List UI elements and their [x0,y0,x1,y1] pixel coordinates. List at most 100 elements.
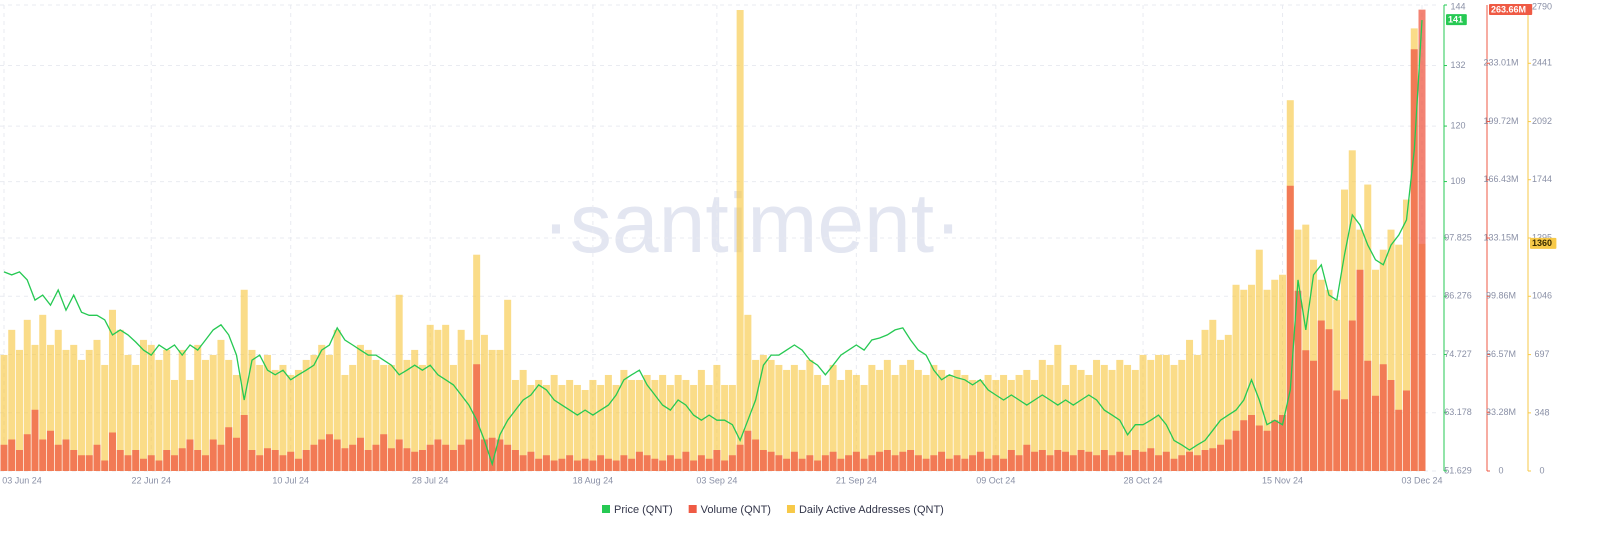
bar [1124,455,1132,471]
x-tick-label: 09 Oct 24 [976,475,1015,485]
x-tick-label: 03 Jun 24 [2,475,42,485]
bar [116,450,124,471]
bar [1286,185,1294,471]
bar [1015,374,1023,471]
bar [744,314,752,471]
bar [938,451,946,471]
bar [1232,430,1240,471]
bar [1279,274,1287,471]
bar [155,460,163,471]
y-tick-label: 63.178 [1444,407,1472,417]
bar [1155,455,1163,471]
bar [372,444,380,471]
bar [163,349,171,471]
bar [930,455,938,471]
bar [798,369,806,471]
legend-swatch [688,505,697,513]
price-line [3,20,1423,467]
bar [0,354,8,471]
bar [504,444,512,471]
bar [651,379,659,471]
bar [201,455,209,471]
bar [604,374,612,471]
bar [1240,289,1248,471]
y-tick-label: 66.57M [1486,349,1516,359]
y-tick-label: 199.72M [1483,116,1518,126]
bar [147,455,155,471]
bar [364,450,372,471]
bar [147,344,155,471]
bar [612,460,620,471]
bar [1379,249,1387,471]
bar [465,439,473,471]
y-tick-label: 51.629 [1444,465,1472,475]
bar [628,458,636,471]
bar [194,450,202,471]
watermark: ·santiment· [542,176,962,270]
y-tick-label: 0 [1498,465,1503,475]
bar [403,448,411,471]
x-tick-label: 18 Aug 24 [573,475,614,485]
y-tick-label: 120 [1450,120,1465,130]
bar [62,349,70,471]
bar [1294,290,1302,471]
bar [883,359,891,471]
bar [1255,249,1263,471]
bar [232,437,240,471]
bar [263,354,271,471]
bar [535,379,543,471]
bar [550,460,558,471]
x-tick-label: 22 Jun 24 [131,475,171,485]
bar [449,450,457,471]
bar [674,458,682,471]
bar [349,364,357,471]
bar [449,364,457,471]
bar [15,450,23,471]
bar [217,444,225,471]
bar [310,354,318,471]
bar [341,374,349,471]
bar [1224,334,1232,471]
bar [1077,450,1085,471]
legend-swatch [786,505,795,513]
bar [54,329,62,471]
bar [643,455,651,471]
bar [1372,269,1380,471]
bar [1162,354,1170,471]
bar [790,364,798,471]
bar [759,354,767,471]
bar [659,460,667,471]
bar [1093,359,1101,471]
y-tick-label: 1046 [1532,291,1552,301]
bar [907,359,915,471]
bar [1410,49,1418,472]
bar [1007,450,1015,471]
bar [310,444,318,471]
bar [829,364,837,471]
bar [1170,458,1178,471]
bar [1178,359,1186,471]
bar [945,374,953,471]
bar [690,460,698,471]
x-tick-label: 28 Oct 24 [1124,475,1163,485]
bar [775,455,783,471]
y-tick-label: 0 [1539,465,1544,475]
bar [349,444,357,471]
bar [899,364,907,471]
bar [1131,369,1139,471]
bar [542,384,550,471]
bar [1271,420,1279,471]
bar [101,364,109,471]
bar [1038,450,1046,471]
bar [1263,289,1271,471]
bar [1217,339,1225,471]
bar [628,379,636,471]
bar [356,344,364,471]
bar [736,10,744,472]
bar [519,369,527,471]
bar [240,289,248,471]
y-tick-label: 86.276 [1444,291,1472,301]
bar [194,344,202,471]
bar [1372,395,1380,471]
bar [790,451,798,471]
